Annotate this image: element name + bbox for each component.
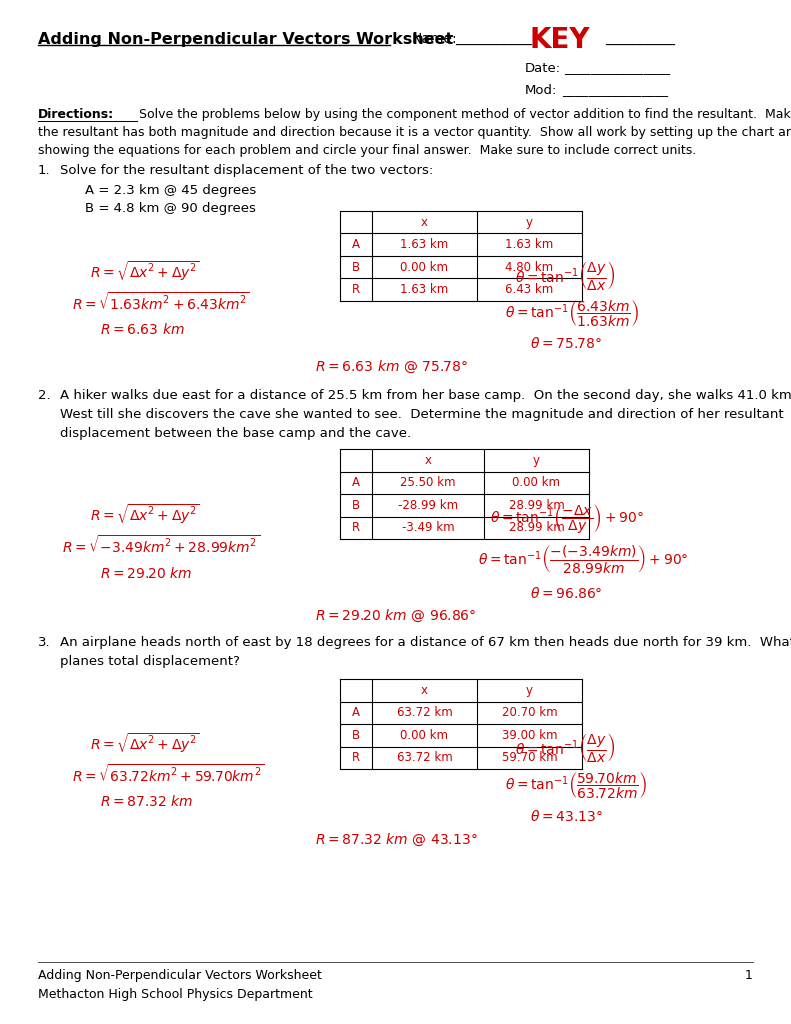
Text: 28.99 km: 28.99 km — [509, 521, 564, 535]
Text: 59.70 km: 59.70 km — [501, 752, 558, 764]
Text: -3.49 km: -3.49 km — [402, 521, 454, 535]
Text: $\theta = \tan^{-1}\!\left(\dfrac{-\Delta x}{\Delta y}\right) + 90°$: $\theta = \tan^{-1}\!\left(\dfrac{-\Delt… — [490, 502, 644, 535]
Text: y: y — [526, 216, 533, 228]
Text: $R = 6.63\ km$: $R = 6.63\ km$ — [100, 322, 184, 337]
Text: B: B — [352, 499, 360, 512]
Text: $\theta = \tan^{-1}\!\left(\dfrac{\Delta y}{\Delta x}\right)$: $\theta = \tan^{-1}\!\left(\dfrac{\Delta… — [515, 731, 615, 764]
Text: showing the equations for each problem and circle your final answer.  Make sure : showing the equations for each problem a… — [38, 144, 696, 157]
Text: R: R — [352, 284, 360, 296]
Text: B: B — [352, 729, 360, 741]
Text: $R = \sqrt{\Delta x^2 + \Delta y^2}$: $R = \sqrt{\Delta x^2 + \Delta y^2}$ — [90, 731, 200, 755]
Text: West till she discovers the cave she wanted to see.  Determine the magnitude and: West till she discovers the cave she wan… — [60, 408, 784, 421]
Text: ________________: ________________ — [564, 62, 670, 75]
Text: Mod:: Mod: — [525, 84, 558, 97]
Text: __________: __________ — [605, 32, 675, 46]
Text: Directions:: Directions: — [38, 108, 114, 121]
Text: KEY: KEY — [530, 26, 591, 54]
Text: Adding Non-Perpendicular Vectors Worksheet: Adding Non-Perpendicular Vectors Workshe… — [38, 32, 453, 47]
Text: A = 2.3 km @ 45 degrees: A = 2.3 km @ 45 degrees — [85, 184, 256, 197]
Text: $R = \sqrt{\Delta x^2 + \Delta y^2}$: $R = \sqrt{\Delta x^2 + \Delta y^2}$ — [90, 259, 200, 283]
Text: $R = \sqrt{\Delta x^2 + \Delta y^2}$: $R = \sqrt{\Delta x^2 + \Delta y^2}$ — [90, 502, 200, 525]
Text: planes total displacement?: planes total displacement? — [60, 655, 240, 668]
Text: $R = \sqrt{1.63km^2 + 6.43km^2}$: $R = \sqrt{1.63km^2 + 6.43km^2}$ — [72, 291, 250, 313]
Text: 6.43 km: 6.43 km — [505, 284, 554, 296]
Text: $R = 29.20\ km$: $R = 29.20\ km$ — [100, 566, 192, 581]
Text: y: y — [533, 454, 540, 467]
Text: $R = 87.32\ km$: $R = 87.32\ km$ — [100, 794, 194, 809]
Text: An airplane heads north of east by 18 degrees for a distance of 67 km then heads: An airplane heads north of east by 18 de… — [60, 636, 791, 649]
Text: 0.00 km: 0.00 km — [400, 261, 448, 273]
Text: B: B — [352, 261, 360, 273]
Text: A: A — [352, 707, 360, 719]
Text: 1.63 km: 1.63 km — [505, 239, 554, 251]
Text: 28.99 km: 28.99 km — [509, 499, 564, 512]
Text: R: R — [352, 752, 360, 764]
Text: displacement between the base camp and the cave.: displacement between the base camp and t… — [60, 427, 411, 440]
Text: the resultant has both magnitude and direction because it is a vector quantity. : the resultant has both magnitude and dir… — [38, 126, 791, 139]
Text: x: x — [421, 684, 428, 696]
Text: $\theta = 96.86°$: $\theta = 96.86°$ — [530, 586, 603, 601]
Text: 3.: 3. — [38, 636, 51, 649]
Text: $R = \sqrt{-3.49km^2 + 28.99km^2}$: $R = \sqrt{-3.49km^2 + 28.99km^2}$ — [62, 534, 260, 556]
Text: $\theta = \tan^{-1}\!\left(\dfrac{59.70km}{63.72km}\right)$: $\theta = \tan^{-1}\!\left(\dfrac{59.70k… — [505, 771, 647, 802]
Text: $\theta = \tan^{-1}\!\left(\dfrac{\Delta y}{\Delta x}\right)$: $\theta = \tan^{-1}\!\left(\dfrac{\Delta… — [515, 259, 615, 292]
Text: $\theta = \tan^{-1}\!\left(\dfrac{-(-3.49km)}{28.99km}\right) + 90°$: $\theta = \tan^{-1}\!\left(\dfrac{-(-3.4… — [478, 544, 688, 577]
Text: ___________: ___________ — [455, 32, 532, 46]
Text: 1.: 1. — [38, 164, 51, 177]
Text: R: R — [352, 521, 360, 535]
Text: x: x — [425, 454, 432, 467]
Text: $\theta = 75.78°$: $\theta = 75.78°$ — [530, 336, 602, 351]
Text: x: x — [421, 216, 428, 228]
Text: $R = 29.20\ km\ @\ 96.86°$: $R = 29.20\ km\ @\ 96.86°$ — [315, 608, 476, 625]
Text: 63.72 km: 63.72 km — [396, 707, 452, 719]
Text: A: A — [352, 476, 360, 489]
Text: Solve for the resultant displacement of the two vectors:: Solve for the resultant displacement of … — [60, 164, 433, 177]
Text: ________________: ________________ — [562, 84, 668, 97]
Text: $R = 6.63\ km\ @\ 75.78°$: $R = 6.63\ km\ @\ 75.78°$ — [315, 359, 467, 375]
Text: Solve the problems below by using the component method of vector addition to fin: Solve the problems below by using the co… — [139, 108, 791, 121]
Text: Date:: Date: — [525, 62, 561, 75]
Text: 1.63 km: 1.63 km — [400, 239, 448, 251]
Text: $\theta = \tan^{-1}\!\left(\dfrac{6.43km}{1.63km}\right)$: $\theta = \tan^{-1}\!\left(\dfrac{6.43km… — [505, 299, 639, 330]
Text: 1.63 km: 1.63 km — [400, 284, 448, 296]
Text: 1: 1 — [745, 969, 753, 982]
Text: y: y — [526, 684, 533, 696]
Text: 20.70 km: 20.70 km — [501, 707, 558, 719]
Text: 0.00 km: 0.00 km — [400, 729, 448, 741]
Text: Methacton High School Physics Department: Methacton High School Physics Department — [38, 988, 312, 1001]
Text: Name:: Name: — [412, 32, 458, 46]
Text: 2.: 2. — [38, 389, 51, 402]
Text: 63.72 km: 63.72 km — [396, 752, 452, 764]
Text: 39.00 km: 39.00 km — [501, 729, 557, 741]
Text: 0.00 km: 0.00 km — [513, 476, 561, 489]
Text: 4.80 km: 4.80 km — [505, 261, 554, 273]
Text: -28.99 km: -28.99 km — [398, 499, 458, 512]
Text: $R = \sqrt{63.72km^2 + 59.70km^2}$: $R = \sqrt{63.72km^2 + 59.70km^2}$ — [72, 763, 264, 784]
Text: B = 4.8 km @ 90 degrees: B = 4.8 km @ 90 degrees — [85, 202, 255, 215]
Text: 25.50 km: 25.50 km — [400, 476, 456, 489]
Text: $R = 87.32\ km\ @\ 43.13°$: $R = 87.32\ km\ @\ 43.13°$ — [315, 831, 478, 848]
Text: A: A — [352, 239, 360, 251]
Text: A hiker walks due east for a distance of 25.5 km from her base camp.  On the sec: A hiker walks due east for a distance of… — [60, 389, 791, 402]
Text: Adding Non-Perpendicular Vectors Worksheet: Adding Non-Perpendicular Vectors Workshe… — [38, 969, 322, 982]
Text: $\theta = 43.13°$: $\theta = 43.13°$ — [530, 809, 603, 824]
